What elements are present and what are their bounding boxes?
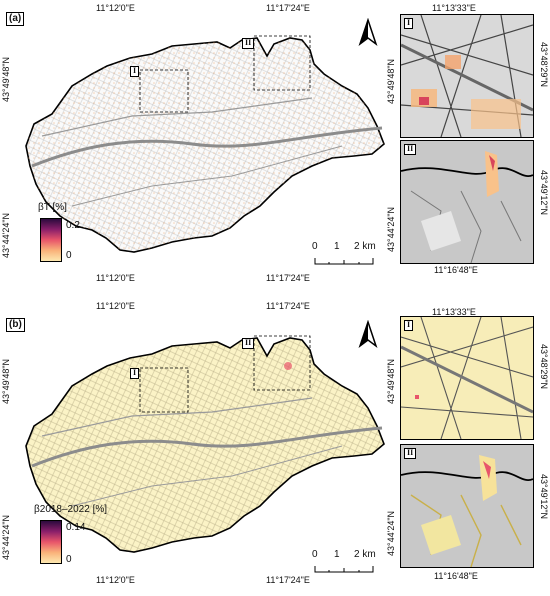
inset-II-lat: 43°44'24"N bbox=[386, 510, 396, 556]
main-map bbox=[25, 335, 385, 553]
top-lon-1: 11°12'0"E bbox=[96, 3, 135, 13]
inset-label-II: II bbox=[404, 448, 417, 459]
north-arrow-icon bbox=[358, 18, 378, 47]
legend-min: 0 bbox=[66, 554, 72, 565]
scale-tick-1: 1 bbox=[334, 241, 340, 252]
bottom-lon-1: 11°12'0"E bbox=[96, 575, 135, 585]
top-lon-2: 11°17'24"E bbox=[266, 3, 310, 13]
scale-tick-1: 1 bbox=[334, 549, 340, 560]
legend-max: 0.2 bbox=[66, 220, 80, 231]
top-lon-1: 11°12'0"E bbox=[96, 301, 135, 311]
bottom-lon-1: 11°12'0"E bbox=[96, 273, 135, 283]
inset-I-lon: 11°13'33"E bbox=[432, 3, 476, 13]
inset-II bbox=[400, 444, 534, 568]
inset-I-lat-right: 43°48'29"N bbox=[539, 344, 549, 390]
scale-tick-2: 2 km bbox=[354, 549, 376, 560]
map-box-label-II: II bbox=[242, 38, 255, 49]
scale-bar bbox=[314, 258, 374, 265]
legend-title: βT [%] bbox=[38, 202, 67, 213]
main-map bbox=[25, 35, 385, 253]
panel-label: (a) bbox=[6, 12, 25, 26]
legend-min: 0 bbox=[66, 250, 72, 261]
inset-I bbox=[400, 316, 534, 440]
left-lat-1: 43°49'48"N bbox=[1, 358, 11, 404]
inset-label-II: II bbox=[404, 144, 417, 155]
inset-II-lon: 11°16'48"E bbox=[434, 571, 478, 581]
left-lat-1: 43°49'48"N bbox=[1, 56, 11, 102]
inset-I-lat-right: 43°48'29"N bbox=[539, 42, 549, 88]
inset-I-lat: 43°49'48"N bbox=[386, 58, 396, 104]
panel-label: (b) bbox=[6, 318, 25, 332]
bottom-lon-2: 11°17'24"E bbox=[266, 575, 310, 585]
inset-label-I: I bbox=[404, 18, 414, 29]
scale-tick-2: 2 km bbox=[354, 241, 376, 252]
inset-II-lon: 11°16'48"E bbox=[434, 265, 478, 275]
inset-I-lon: 11°13'33"E bbox=[432, 307, 476, 317]
inset-II-lat-right: 43°49'12"N bbox=[539, 474, 549, 520]
scale-tick-0: 0 bbox=[312, 241, 318, 252]
inset-II bbox=[400, 140, 534, 264]
panel-a: (a) 11°12'0"E 11°17'24"E 11°12'0"E 11°17… bbox=[1, 3, 549, 283]
bottom-lon-2: 11°17'24"E bbox=[266, 273, 310, 283]
inset-I-lat: 43°49'48"N bbox=[386, 358, 396, 404]
inset-II-lat: 43°44'24"N bbox=[386, 206, 396, 252]
map-box-label-I: I bbox=[130, 368, 140, 379]
inset-label-I: I bbox=[404, 320, 414, 331]
inset-I bbox=[400, 14, 534, 138]
legend-colorbar bbox=[40, 218, 62, 262]
left-lat-2: 43°44'24"N bbox=[1, 212, 11, 258]
inset-II-lat-right: 43°49'12"N bbox=[539, 170, 549, 216]
legend-colorbar bbox=[40, 520, 62, 564]
map-box-label-I: I bbox=[130, 66, 140, 77]
scale-bar bbox=[314, 566, 374, 573]
left-lat-2: 43°44'24"N bbox=[1, 514, 11, 560]
legend-max: 0.14 bbox=[66, 522, 86, 533]
top-lon-2: 11°17'24"E bbox=[266, 301, 310, 311]
scale-tick-0: 0 bbox=[312, 549, 318, 560]
panel-b: (b) 11°12'0"E 11°17'24"E 11°12'0"E 11°17… bbox=[0, 298, 550, 596]
map-box-label-II: II bbox=[242, 338, 255, 349]
legend-title: β2018–2022 [%] bbox=[34, 504, 108, 515]
north-arrow-icon bbox=[358, 320, 378, 349]
